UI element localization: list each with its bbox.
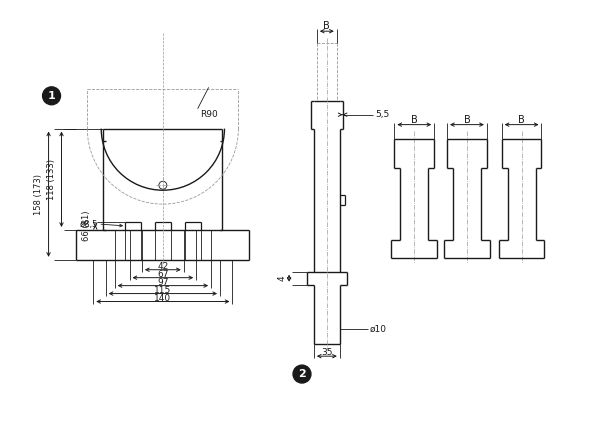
Text: 67: 67 bbox=[157, 270, 169, 279]
Text: 97: 97 bbox=[157, 278, 169, 287]
Text: 2: 2 bbox=[298, 369, 306, 379]
Text: B: B bbox=[518, 115, 525, 125]
Text: 4: 4 bbox=[278, 276, 287, 281]
Text: R90: R90 bbox=[200, 110, 217, 119]
Text: 115: 115 bbox=[154, 286, 172, 295]
Text: 118 (133): 118 (133) bbox=[47, 159, 56, 200]
Text: 66 (81): 66 (81) bbox=[82, 211, 91, 241]
Text: B: B bbox=[323, 21, 330, 31]
Circle shape bbox=[293, 365, 311, 383]
Text: 5,5: 5,5 bbox=[376, 110, 390, 119]
Text: B: B bbox=[464, 115, 470, 125]
Text: ø10: ø10 bbox=[370, 325, 386, 334]
Text: B: B bbox=[411, 115, 418, 125]
Text: 35: 35 bbox=[321, 348, 332, 357]
Text: 140: 140 bbox=[154, 294, 172, 303]
Text: 42: 42 bbox=[157, 262, 169, 271]
Circle shape bbox=[43, 87, 61, 105]
Text: ø8,5: ø8,5 bbox=[80, 220, 98, 228]
Text: 1: 1 bbox=[47, 91, 55, 101]
Text: 158 (173): 158 (173) bbox=[34, 174, 43, 215]
